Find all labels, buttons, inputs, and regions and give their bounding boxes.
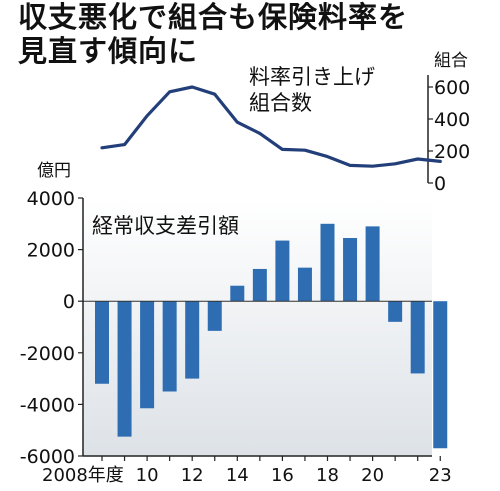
line-series-path — [100, 85, 442, 168]
bar-y-tick-label: -4000 — [20, 394, 75, 416]
x-tick-label: 14 — [226, 465, 249, 486]
x-tick-label: 23 — [429, 465, 452, 486]
x-tick-label: 10 — [136, 465, 159, 486]
bar-2009 — [117, 301, 132, 437]
bar-2019 — [343, 237, 358, 302]
bar-chart: -6000 -4000 -2000 0 2000 4000 億円 2008年度 10 12 14 16… — [20, 161, 452, 486]
bar-2021 — [388, 301, 403, 322]
bar-2014 — [230, 285, 245, 302]
bar-2020 — [365, 226, 380, 302]
bar-2018 — [320, 223, 335, 302]
x-tick-label: 20 — [361, 465, 384, 486]
x-tick-label: 12 — [181, 465, 204, 486]
bar-2015 — [252, 268, 267, 302]
x-tick-label: 16 — [271, 465, 294, 486]
x-tick-label: 18 — [316, 465, 339, 486]
line-y-tick-label: 0 — [434, 173, 446, 195]
bar-y-tick-label: -6000 — [20, 446, 75, 468]
bar-2023 — [433, 301, 448, 449]
x-tick-label: 2008年度 — [42, 465, 124, 486]
line-y-tick-label: 600 — [434, 77, 470, 99]
line-y-tick-label: 200 — [434, 141, 470, 163]
bar-2017 — [297, 267, 312, 302]
bar-y-tick-label: 0 — [63, 291, 75, 313]
bar-2010 — [140, 301, 155, 409]
bar-2016 — [275, 240, 290, 302]
headline-line-2: 見直す傾向に — [18, 34, 199, 68]
line-y-unit-label: 組合 — [434, 51, 468, 71]
line-series-label-2: 組合数 — [249, 91, 312, 115]
bar-2012 — [185, 301, 200, 379]
bar-y-tick-label: 2000 — [27, 240, 75, 262]
bar-2008 — [95, 301, 109, 384]
bar-y-unit-label: 億円 — [37, 161, 71, 181]
bar-y-tick-label: -2000 — [20, 343, 75, 365]
line-series-label-1: 料率引き上げ — [249, 65, 375, 89]
line-y-tick-label: 400 — [434, 109, 470, 131]
bar-2022 — [410, 301, 425, 374]
bar-2013 — [207, 301, 222, 331]
bar-y-tick-label: 4000 — [27, 188, 75, 210]
bar-2011 — [162, 301, 177, 392]
headline-line-1: 収支悪化で組合も保険料率を — [18, 0, 409, 34]
bar-series-label: 経常収支差引額 — [92, 214, 239, 238]
